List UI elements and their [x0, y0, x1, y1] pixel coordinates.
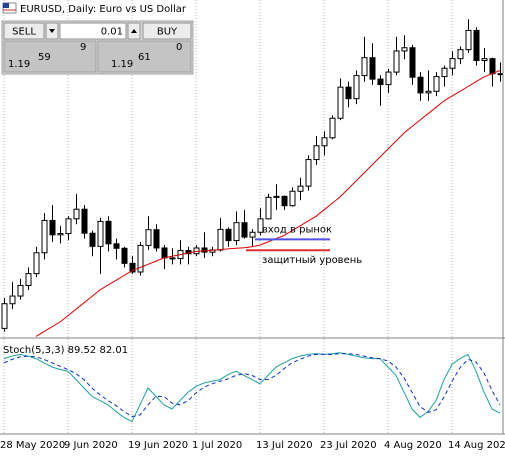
buy-label: BUY: [157, 27, 178, 38]
candle-body: [73, 208, 80, 220]
x-tick-label: 13 Jul 2020: [256, 440, 313, 451]
indicator-line: [3, 352, 501, 423]
candle-body: [105, 220, 112, 245]
candle-body: [321, 137, 328, 147]
candle-body: [281, 195, 288, 207]
candle-body: [257, 218, 264, 233]
candle-body: [241, 222, 248, 238]
x-tick-label: 4 Aug 2020: [384, 440, 442, 451]
candle-body: [409, 47, 416, 78]
candle-body: [49, 219, 56, 236]
indicator-line: [3, 353, 501, 418]
candle-body: [393, 50, 400, 73]
candle-body: [441, 67, 448, 78]
bid-prefix: 1.19: [8, 59, 30, 70]
candle-body: [385, 71, 392, 86]
candle-body: [297, 185, 304, 192]
candle-body: [113, 243, 120, 249]
candle-body: [329, 117, 336, 139]
candle-body: [449, 58, 456, 69]
bid-big: 59: [38, 52, 51, 63]
candle-body: [9, 295, 16, 305]
candle-body: [369, 57, 376, 80]
buy-button[interactable]: [142, 22, 192, 40]
up-arrow: [131, 29, 137, 33]
candle-body: [425, 90, 432, 94]
candle-body: [313, 145, 320, 161]
candle-body: [337, 86, 344, 119]
candle-body: [33, 252, 40, 275]
candle-body: [273, 195, 280, 198]
sell-button[interactable]: [3, 22, 45, 40]
down-arrow: [49, 29, 55, 33]
candle-body: [345, 86, 352, 100]
candle-body: [65, 218, 72, 235]
candle-body: [473, 29, 480, 62]
candle-body: [25, 273, 32, 286]
candle-body: [217, 228, 224, 251]
candle-body: [417, 76, 424, 94]
ask-prefix: 1.19: [111, 59, 133, 70]
sell-label: SELL: [12, 27, 36, 38]
moving-average: [35, 70, 501, 337]
candle-body: [361, 57, 368, 77]
x-tick-label: 19 Jun 2020: [128, 440, 188, 451]
candle-body: [353, 75, 360, 100]
candle-body: [249, 231, 256, 238]
x-tick-label: 1 Jul 2020: [192, 440, 242, 451]
candle-body: [153, 229, 160, 249]
candle-body: [489, 58, 496, 75]
marks: вход в рынок защитный уровень: [1, 19, 504, 423]
lot-input[interactable]: [59, 22, 127, 40]
candle-body: [1, 303, 8, 329]
x-tick-label: 14 Aug 2020: [448, 440, 505, 451]
candle-body: [225, 228, 232, 242]
candle-body: [97, 220, 104, 247]
candle-body: [89, 232, 96, 247]
candle-body: [41, 219, 48, 254]
candle-body: [129, 262, 136, 273]
x-tick-label: 9 Jun 2020: [64, 440, 118, 451]
x-tick-label: 23 Jul 2020: [320, 440, 377, 451]
candle-body: [481, 58, 488, 62]
sell-price-box[interactable]: [3, 40, 97, 73]
ask-small: 0: [176, 42, 182, 53]
indicator-label: Stoch(5,3,3) 89.52 82.01: [3, 345, 128, 356]
candle-body: [169, 257, 176, 260]
candle-body: [121, 247, 128, 264]
bid-small: 9: [80, 42, 86, 53]
flag-icon: [3, 3, 9, 8]
x-tick-label: 28 May 2020: [0, 440, 65, 451]
candle-body: [57, 233, 64, 236]
candle-body: [497, 73, 504, 76]
candle-body: [265, 196, 272, 220]
candle-body: [161, 247, 168, 259]
candle-body: [401, 47, 408, 52]
candle-body: [145, 229, 152, 246]
ask-big: 61: [138, 52, 151, 63]
candle-body: [289, 190, 296, 207]
chart-title: EURUSD, Daily: Euro vs US Dollar: [20, 4, 187, 15]
candle-body: [377, 78, 384, 86]
candle-body: [137, 244, 144, 273]
buy-price-box[interactable]: [97, 40, 192, 73]
candle-body: [201, 247, 208, 253]
candle-body: [81, 208, 88, 234]
candle-body: [433, 76, 440, 92]
candle-body: [305, 159, 312, 187]
lot-value: 0.01: [101, 27, 123, 38]
candle-body: [457, 49, 464, 60]
candle-body: [233, 222, 240, 242]
annotation: защитный уровень: [262, 255, 362, 266]
candle-body: [17, 284, 24, 297]
candle-body: [465, 29, 472, 51]
annotation: вход в рынок: [262, 224, 332, 235]
